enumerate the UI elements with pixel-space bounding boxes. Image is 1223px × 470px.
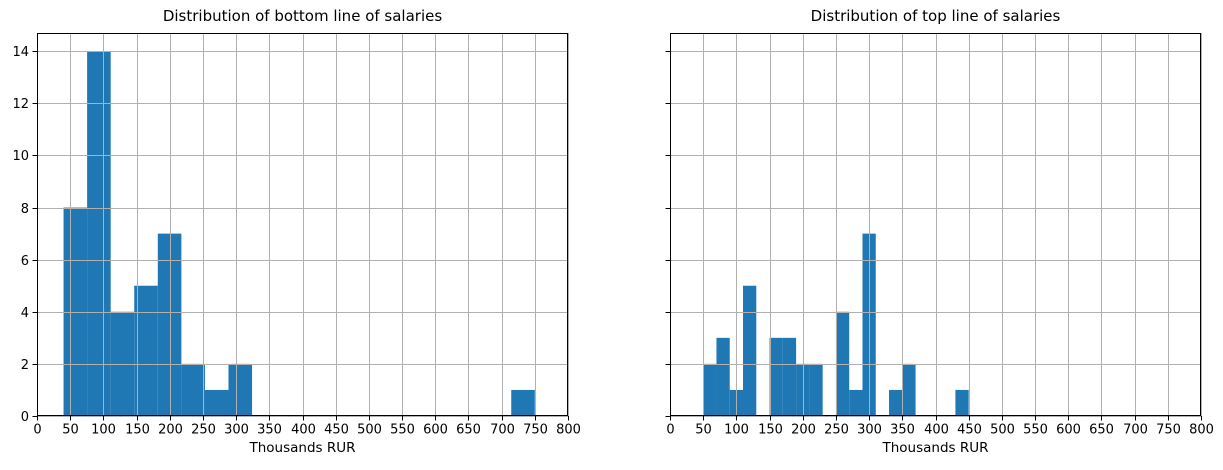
x-tick-label: 800 — [1189, 423, 1214, 438]
histogram-bar — [204, 389, 229, 416]
x-axis-label: Thousands RUR — [882, 440, 989, 456]
histogram-bar — [87, 51, 111, 416]
histogram-bar — [769, 337, 783, 416]
y-tick-label: 8 — [21, 202, 29, 217]
y-tick-label: 0 — [21, 410, 29, 425]
chart-title: Distribution of bottom line of salaries — [162, 7, 443, 25]
x-tick-label: 150 — [125, 423, 150, 438]
x-tick-label: 450 — [957, 423, 982, 438]
x-tick-label: 300 — [857, 423, 882, 438]
histogram-bar — [716, 337, 730, 416]
histogram-bar — [849, 389, 863, 416]
histogram-bar — [228, 363, 253, 416]
x-tick-label: 600 — [1056, 423, 1081, 438]
y-tick-label: 12 — [12, 97, 29, 112]
axes-spines — [670, 33, 1201, 416]
y-tick-label: 4 — [21, 306, 29, 321]
x-tick-label: 400 — [924, 423, 949, 438]
y-tick-label: 10 — [12, 149, 29, 164]
x-tick-label: 650 — [456, 423, 481, 438]
histogram-bar — [110, 311, 135, 416]
plot-area: 0 50 100 150 200 250 300 350 400 450 500 550 600 650 7… — [12, 33, 581, 438]
histogram-bar — [796, 363, 810, 416]
x-tick-label: 350 — [890, 423, 915, 438]
histogram-bar — [511, 389, 535, 416]
y-tick-label: 2 — [21, 358, 29, 373]
y-tick-label: 6 — [21, 254, 29, 269]
x-tick-label: 200 — [158, 423, 183, 438]
histogram-bar — [181, 363, 205, 416]
axes-spines — [37, 33, 568, 416]
x-tick-label: 300 — [224, 423, 249, 438]
histogram-bar — [782, 337, 797, 416]
histogram-bar — [889, 389, 903, 416]
x-axis-label: Thousands RUR — [249, 440, 356, 456]
x-tick-label: 750 — [1156, 423, 1181, 438]
x-tick-label: 550 — [1023, 423, 1048, 438]
x-tick-label: 350 — [257, 423, 282, 438]
x-tick-label: 700 — [1123, 423, 1148, 438]
x-tick-label: 250 — [191, 423, 216, 438]
x-tick-label: 550 — [390, 423, 415, 438]
x-tick-label: 150 — [758, 423, 783, 438]
histogram-bar — [703, 363, 717, 416]
plot-area: 0 50 100 150 200 250 300 350 400 450 500 550 600 650 7… — [665, 33, 1214, 438]
histogram-bar — [955, 389, 969, 416]
x-tick-label: 200 — [791, 423, 816, 438]
x-tick-label: 50 — [62, 423, 79, 438]
histogram-bar — [835, 311, 850, 416]
x-tick-label: 500 — [990, 423, 1015, 438]
histogram-bottom-line: Distribution of bottom line of salaries … — [12, 7, 581, 456]
x-tick-label: 750 — [523, 423, 548, 438]
x-tick-label: 50 — [695, 423, 712, 438]
histogram-top-line: Distribution of top line of salaries 0 50… — [665, 7, 1214, 456]
x-tick-label: 100 — [724, 423, 749, 438]
x-tick-label: 500 — [357, 423, 382, 438]
histogram-bar — [63, 207, 88, 416]
x-tick-label: 800 — [556, 423, 581, 438]
x-tick-label: 400 — [291, 423, 316, 438]
x-tick-label: 600 — [423, 423, 448, 438]
x-tick-label: 100 — [91, 423, 116, 438]
histogram-bar — [743, 285, 757, 416]
histogram-bar — [134, 285, 158, 416]
x-tick-label: 450 — [324, 423, 349, 438]
x-tick-label: 650 — [1089, 423, 1114, 438]
x-tick-label: 250 — [824, 423, 849, 438]
histogram-bar — [902, 363, 916, 416]
x-tick-label: 0 — [666, 423, 674, 438]
x-tick-label: 700 — [490, 423, 515, 438]
histogram-bar — [157, 233, 182, 416]
chart-title: Distribution of top line of salaries — [810, 7, 1061, 25]
x-tick-label: 0 — [33, 423, 41, 438]
histogram-bar — [809, 363, 823, 416]
y-tick-label: 14 — [12, 45, 29, 60]
